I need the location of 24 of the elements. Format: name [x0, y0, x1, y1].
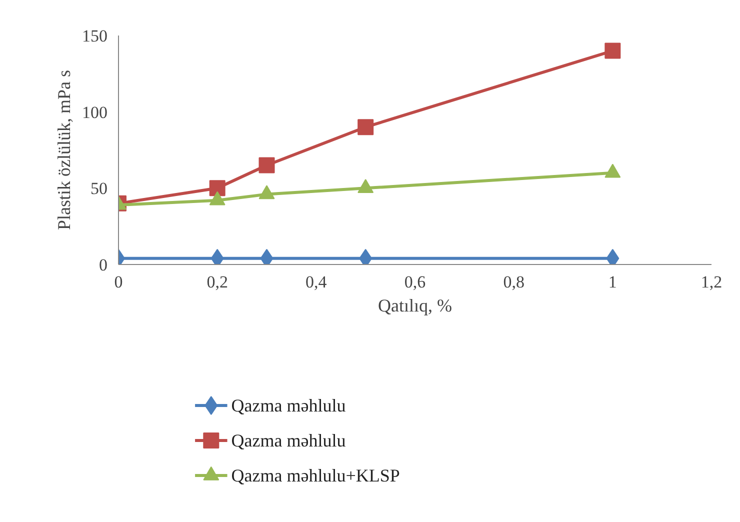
point — [258, 185, 275, 200]
y-axis-title: Plastik özlülük, mPa s — [54, 70, 74, 230]
legend-label: Qazma məhlulu+KLSP — [231, 466, 400, 486]
x-tick-label: 1 — [608, 272, 617, 292]
x-tick-label: 0,8 — [503, 272, 524, 292]
x-tick-label: 0,2 — [206, 272, 228, 292]
x-axis-title: Qatılıq, % — [378, 296, 452, 316]
y-tick-label: 150 — [82, 26, 108, 46]
x-tick-label: 0 — [114, 272, 123, 292]
point — [258, 157, 275, 174]
y-tick-label: 100 — [82, 102, 108, 122]
legend-label: Qazma məhlulu — [231, 396, 346, 416]
point — [358, 119, 374, 136]
y-tick-label: 50 — [90, 179, 108, 198]
y-tick-label: 0 — [99, 256, 108, 274]
point — [604, 164, 621, 178]
point — [209, 180, 226, 196]
x-tick-label: 1,2 — [700, 272, 722, 292]
legend-label: Qazma məhlulu — [231, 430, 346, 450]
point — [209, 191, 226, 206]
x-tick-label: 0,6 — [404, 272, 426, 292]
point — [604, 42, 621, 59]
x-tick-label: 0,4 — [306, 272, 328, 292]
point — [358, 179, 374, 193]
